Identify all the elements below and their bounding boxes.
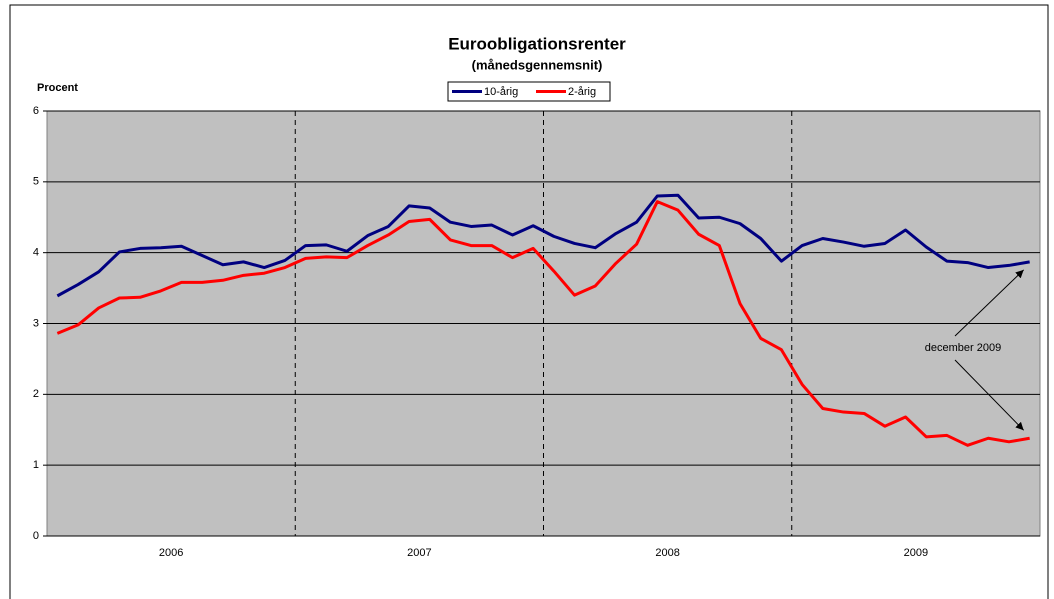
- x-tick-label: 2008: [655, 547, 679, 559]
- line-series: [56, 193, 1030, 298]
- line-series: [56, 200, 1030, 447]
- legend-label: 10-årig: [484, 86, 518, 98]
- y-tick-label: 1: [33, 459, 39, 471]
- x-tick-label: 2006: [159, 547, 183, 559]
- annotation-arrow: [954, 359, 1025, 431]
- y-tick-label: 6: [33, 105, 39, 117]
- y-tick-label: 3: [33, 317, 39, 329]
- legend: [447, 81, 611, 102]
- chart-subtitle: (månedsgennemsnit): [472, 57, 603, 72]
- y-tick-label: 5: [33, 176, 39, 188]
- x-tick-label: 2009: [904, 547, 928, 559]
- y-tick-label: 0: [33, 530, 39, 542]
- y-axis-label: Procent: [37, 82, 78, 94]
- chart-title: Euroobligationsrenter: [448, 34, 626, 53]
- y-tick-label: 4: [33, 247, 39, 259]
- legend-label: 2-årig: [568, 86, 596, 98]
- annotation: december 2009: [925, 342, 1001, 354]
- annotation-arrow: [954, 269, 1025, 337]
- x-tick-label: 2007: [407, 547, 431, 559]
- y-tick-label: 2: [33, 388, 39, 400]
